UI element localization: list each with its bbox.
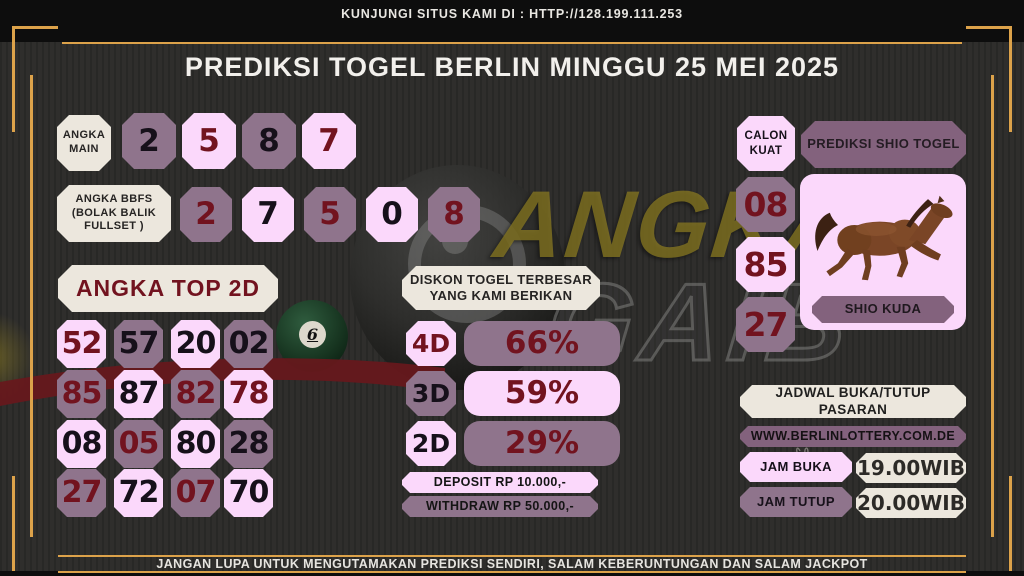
top2d-cell: 08	[57, 420, 106, 468]
footer-text: JANGAN LUPA UNTUK MENGUTAMAKAN PREDIKSI …	[156, 556, 868, 571]
red-swoosh	[0, 358, 445, 406]
calon-number: 27	[736, 297, 795, 352]
top2d-cell: 57	[114, 320, 163, 368]
angka-bbfs-label: ANGKA BBFS (BOLAK BALIK FULLSET )	[57, 185, 171, 242]
frame-corner-tl-h	[12, 26, 58, 29]
angka-top-2d-banner: ANGKA TOP 2D	[58, 265, 278, 312]
shio-card: SHIO KUDA	[800, 174, 966, 330]
angka-bbfs-label-line1: ANGKA BBFS	[75, 192, 153, 205]
frame-corner-tl-v	[12, 26, 15, 132]
top2d-cell: 20	[171, 320, 220, 368]
jam-buka-value: 19.00WIB	[856, 453, 966, 483]
diskon-3d-value: 59%	[464, 371, 620, 416]
angka-main-digit: 7	[302, 113, 356, 169]
frame-corner-bl-v	[12, 476, 15, 572]
angka-bbfs-digit: 5	[304, 187, 356, 242]
diskon-title-line2: YANG KAMI BERIKAN	[429, 288, 573, 303]
deposit-banner: DEPOSIT RP 10.000,-	[402, 472, 598, 493]
top2d-cell: 07	[171, 469, 220, 517]
top2d-cell: 27	[57, 469, 106, 517]
shio-kuda-banner: SHIO KUDA	[812, 296, 954, 323]
page-title: PREDIKSI TOGEL BERLIN MINGGU 25 MEI 2025	[184, 51, 840, 82]
horse-leg-rear-ext	[826, 248, 854, 277]
frame-corner-tr-h	[966, 26, 1012, 29]
frame-inner-right-v	[991, 75, 994, 537]
calon-kuat-line1: CALON	[744, 130, 788, 143]
jam-tutup-value: 20.00WIB	[856, 488, 966, 518]
calon-kuat-line2: KUAT	[749, 144, 783, 157]
bottom-black-strip	[0, 571, 1024, 576]
angka-main-digit: 5	[182, 113, 236, 169]
billiard-6-ball-number: 6	[299, 321, 326, 348]
calon-number: 85	[736, 237, 795, 292]
angka-main-digit: 8	[242, 113, 296, 169]
diskon-3d-label: 3D	[406, 371, 456, 416]
diskon-2d-value: 29%	[464, 421, 620, 466]
horse-ear	[937, 195, 945, 204]
frame-corner-br-v	[1009, 476, 1012, 572]
jam-buka-label: JAM BUKA	[740, 452, 852, 482]
top2d-cell: 70	[224, 469, 273, 517]
frame-inner-left-v	[30, 75, 33, 537]
jadwal-banner: JADWAL BUKA/TUTUP PASARAN	[740, 385, 966, 418]
horse-image	[815, 195, 953, 281]
horse-neck	[908, 207, 946, 245]
diskon-title-line1: DISKON TOGEL TERBESAR	[410, 271, 592, 287]
top2d-cell: 05	[114, 420, 163, 468]
angka-bbfs-label-line2: (BOLAK BALIK	[71, 206, 157, 219]
frame-corner-tr-v	[1009, 26, 1012, 132]
top2d-cell: 72	[114, 469, 163, 517]
angka-main-label-line2: MAIN	[69, 143, 99, 155]
angka-bbfs-digit: 2	[180, 187, 232, 242]
jam-tutup-label: JAM TUTUP	[740, 487, 852, 517]
top-bar	[0, 0, 1024, 42]
calon-kuat-label: CALON KUAT	[737, 116, 795, 171]
top2d-cell: 52	[57, 320, 106, 368]
angka-main-label: ANGKA MAIN	[57, 115, 111, 171]
top2d-cell: 85	[57, 370, 106, 418]
top2d-cell: 28	[224, 420, 273, 468]
angka-bbfs-digit: 0	[366, 187, 418, 242]
withdraw-banner: WITHDRAW RP 50.000,-	[402, 496, 598, 517]
horse-mane	[906, 199, 934, 228]
calon-number: 08	[736, 177, 795, 232]
top2d-cell: 87	[114, 370, 163, 418]
horse-leg-front-ext	[910, 240, 941, 261]
diskon-4d-value: 66%	[464, 321, 620, 366]
horse-head	[930, 203, 953, 219]
horse-leg-rear	[861, 249, 872, 281]
site-url-text[interactable]: KUNJUNGI SITUS KAMI DI : HTTP://128.199.…	[341, 6, 683, 21]
angka-bbfs-digit: 7	[242, 187, 294, 242]
top2d-cell: 02	[224, 320, 273, 368]
prediksi-shio-banner: PREDIKSI SHIO TOGEL	[801, 121, 966, 168]
angka-main-digit: 2	[122, 113, 176, 169]
diskon-2d-label: 2D	[406, 421, 456, 466]
angka-bbfs-label-line3: FULLSET )	[84, 220, 144, 233]
top2d-cell: 82	[171, 370, 220, 418]
frame-top-line	[62, 42, 962, 44]
horse-tail	[815, 212, 838, 251]
angka-main-label-line1: ANGKA	[62, 129, 106, 142]
top2d-cell: 80	[171, 420, 220, 468]
diskon-4d-label: 4D	[406, 321, 456, 366]
diskon-banner: DISKON TOGEL TERBESAR YANG KAMI BERIKAN	[402, 266, 600, 310]
site-link-banner[interactable]: WWW.BERLINLOTTERY.COM.DE	[740, 426, 966, 447]
horse-leg-front	[896, 246, 909, 278]
angka-top-2d-title: ANGKA TOP 2D	[75, 275, 261, 301]
footer-strip: JANGAN LUPA UNTUK MENGUTAMAKAN PREDIKSI …	[58, 555, 966, 573]
angka-bbfs-digit: 8	[428, 187, 480, 242]
top2d-cell: 78	[224, 370, 273, 418]
